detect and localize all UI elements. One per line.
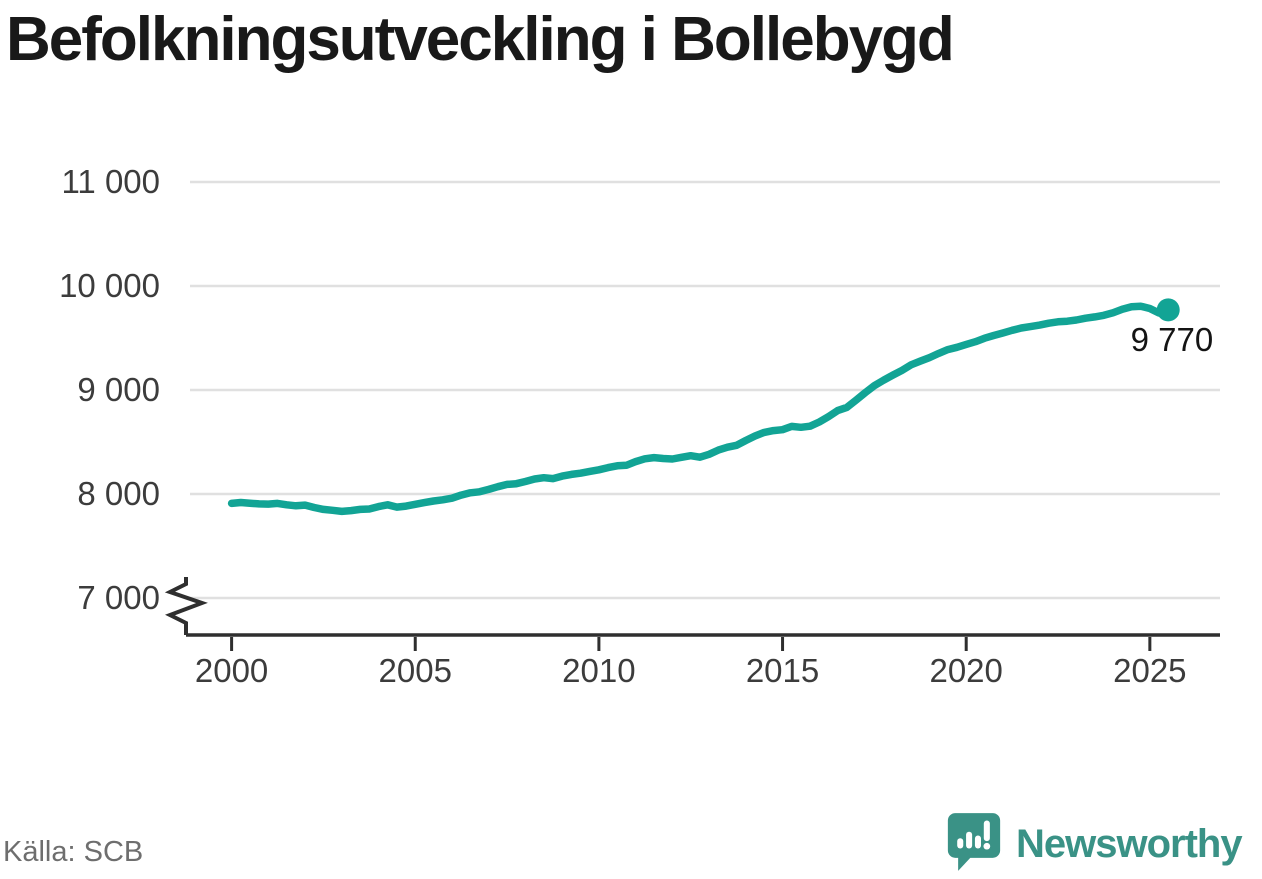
y-axis-label-7000: 7 000	[77, 579, 160, 616]
x-axis-label-2025: 2025	[1113, 652, 1187, 689]
y-axis-label-11000: 11 000	[61, 163, 160, 200]
end-value-label: 9 770	[1130, 320, 1214, 358]
y-axis-label-10000: 10 000	[59, 267, 160, 304]
x-axis-label-2000: 2000	[194, 652, 269, 689]
population-series-line	[227, 302, 1172, 516]
series-end-dot	[1156, 298, 1180, 322]
newsworthy-logo-text: Newsworthy	[1016, 822, 1243, 866]
x-axis-label-2015: 2015	[745, 652, 820, 689]
y-axis-label-8000: 8 000	[77, 475, 160, 512]
x-axis-label-2010: 2010	[562, 652, 636, 689]
newsworthy-logo: Newsworthy	[946, 812, 1262, 876]
y-axis-label-9000: 9 000	[77, 371, 160, 408]
newsworthy-chart-bubble-icon	[946, 811, 1002, 878]
x-axis-label-2020: 2020	[929, 652, 1003, 689]
source-note: Källa: SCB	[3, 836, 144, 868]
y-axis-break-zigzag	[164, 577, 208, 635]
chart-title: Befolkningsutveckling i Bollebygd	[6, 5, 955, 74]
x-axis-label-2005: 2005	[378, 652, 452, 689]
